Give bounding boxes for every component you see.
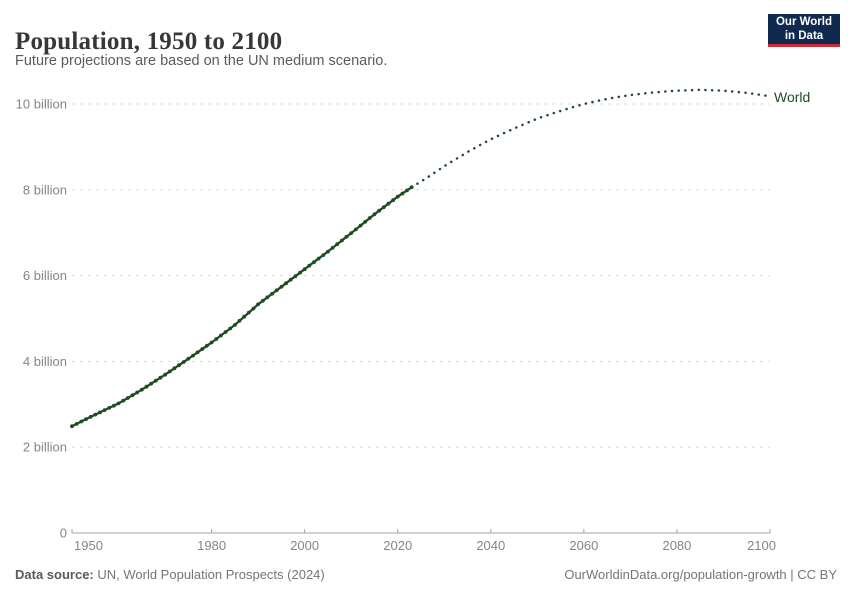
svg-text:1980: 1980	[197, 538, 226, 553]
chart-title: Population, 1950 to 2100	[15, 27, 283, 55]
svg-text:2100: 2100	[747, 538, 776, 553]
svg-text:2020: 2020	[383, 538, 412, 553]
data-source-text: UN, World Population Prospects (2024)	[93, 567, 325, 582]
data-source-label: Data source:	[15, 567, 94, 582]
chart-subtitle: Future projections are based on the UN m…	[15, 53, 388, 69]
x-axis-tick-labels: 1950 1980 2000 2020 2040 2060 2080 2100	[74, 538, 776, 553]
svg-text:0: 0	[60, 526, 67, 541]
svg-text:6 billion: 6 billion	[23, 268, 67, 283]
svg-text:2080: 2080	[662, 538, 691, 553]
series-label-world: World	[774, 89, 810, 105]
svg-text:2060: 2060	[569, 538, 598, 553]
svg-text:1950: 1950	[74, 538, 103, 553]
y-axis-tick-labels: 0 2 billion 4 billion 6 billion 8 billion 10 …	[16, 97, 67, 541]
world-population-series	[70, 88, 772, 429]
owid-credit-link[interactable]: OurWorldinData.org/population-growth | C…	[564, 567, 837, 582]
data-source-note: Data source: UN, World Population Prospe…	[15, 567, 325, 582]
owid-logo-line1: Our World	[775, 16, 832, 28]
chart-footer: Data source: UN, World Population Prospe…	[15, 567, 837, 582]
owid-logo: Our World in Data	[768, 14, 840, 47]
svg-text:4 billion: 4 billion	[23, 354, 67, 369]
svg-text:8 billion: 8 billion	[23, 182, 67, 197]
svg-text:2000: 2000	[290, 538, 319, 553]
svg-text:2040: 2040	[476, 538, 505, 553]
owid-logo-line2: in Data	[784, 30, 824, 42]
x-axis	[71, 529, 771, 534]
svg-text:2 billion: 2 billion	[23, 440, 67, 455]
y-gridlines	[72, 103, 770, 448]
svg-text:10 billion: 10 billion	[16, 97, 67, 112]
